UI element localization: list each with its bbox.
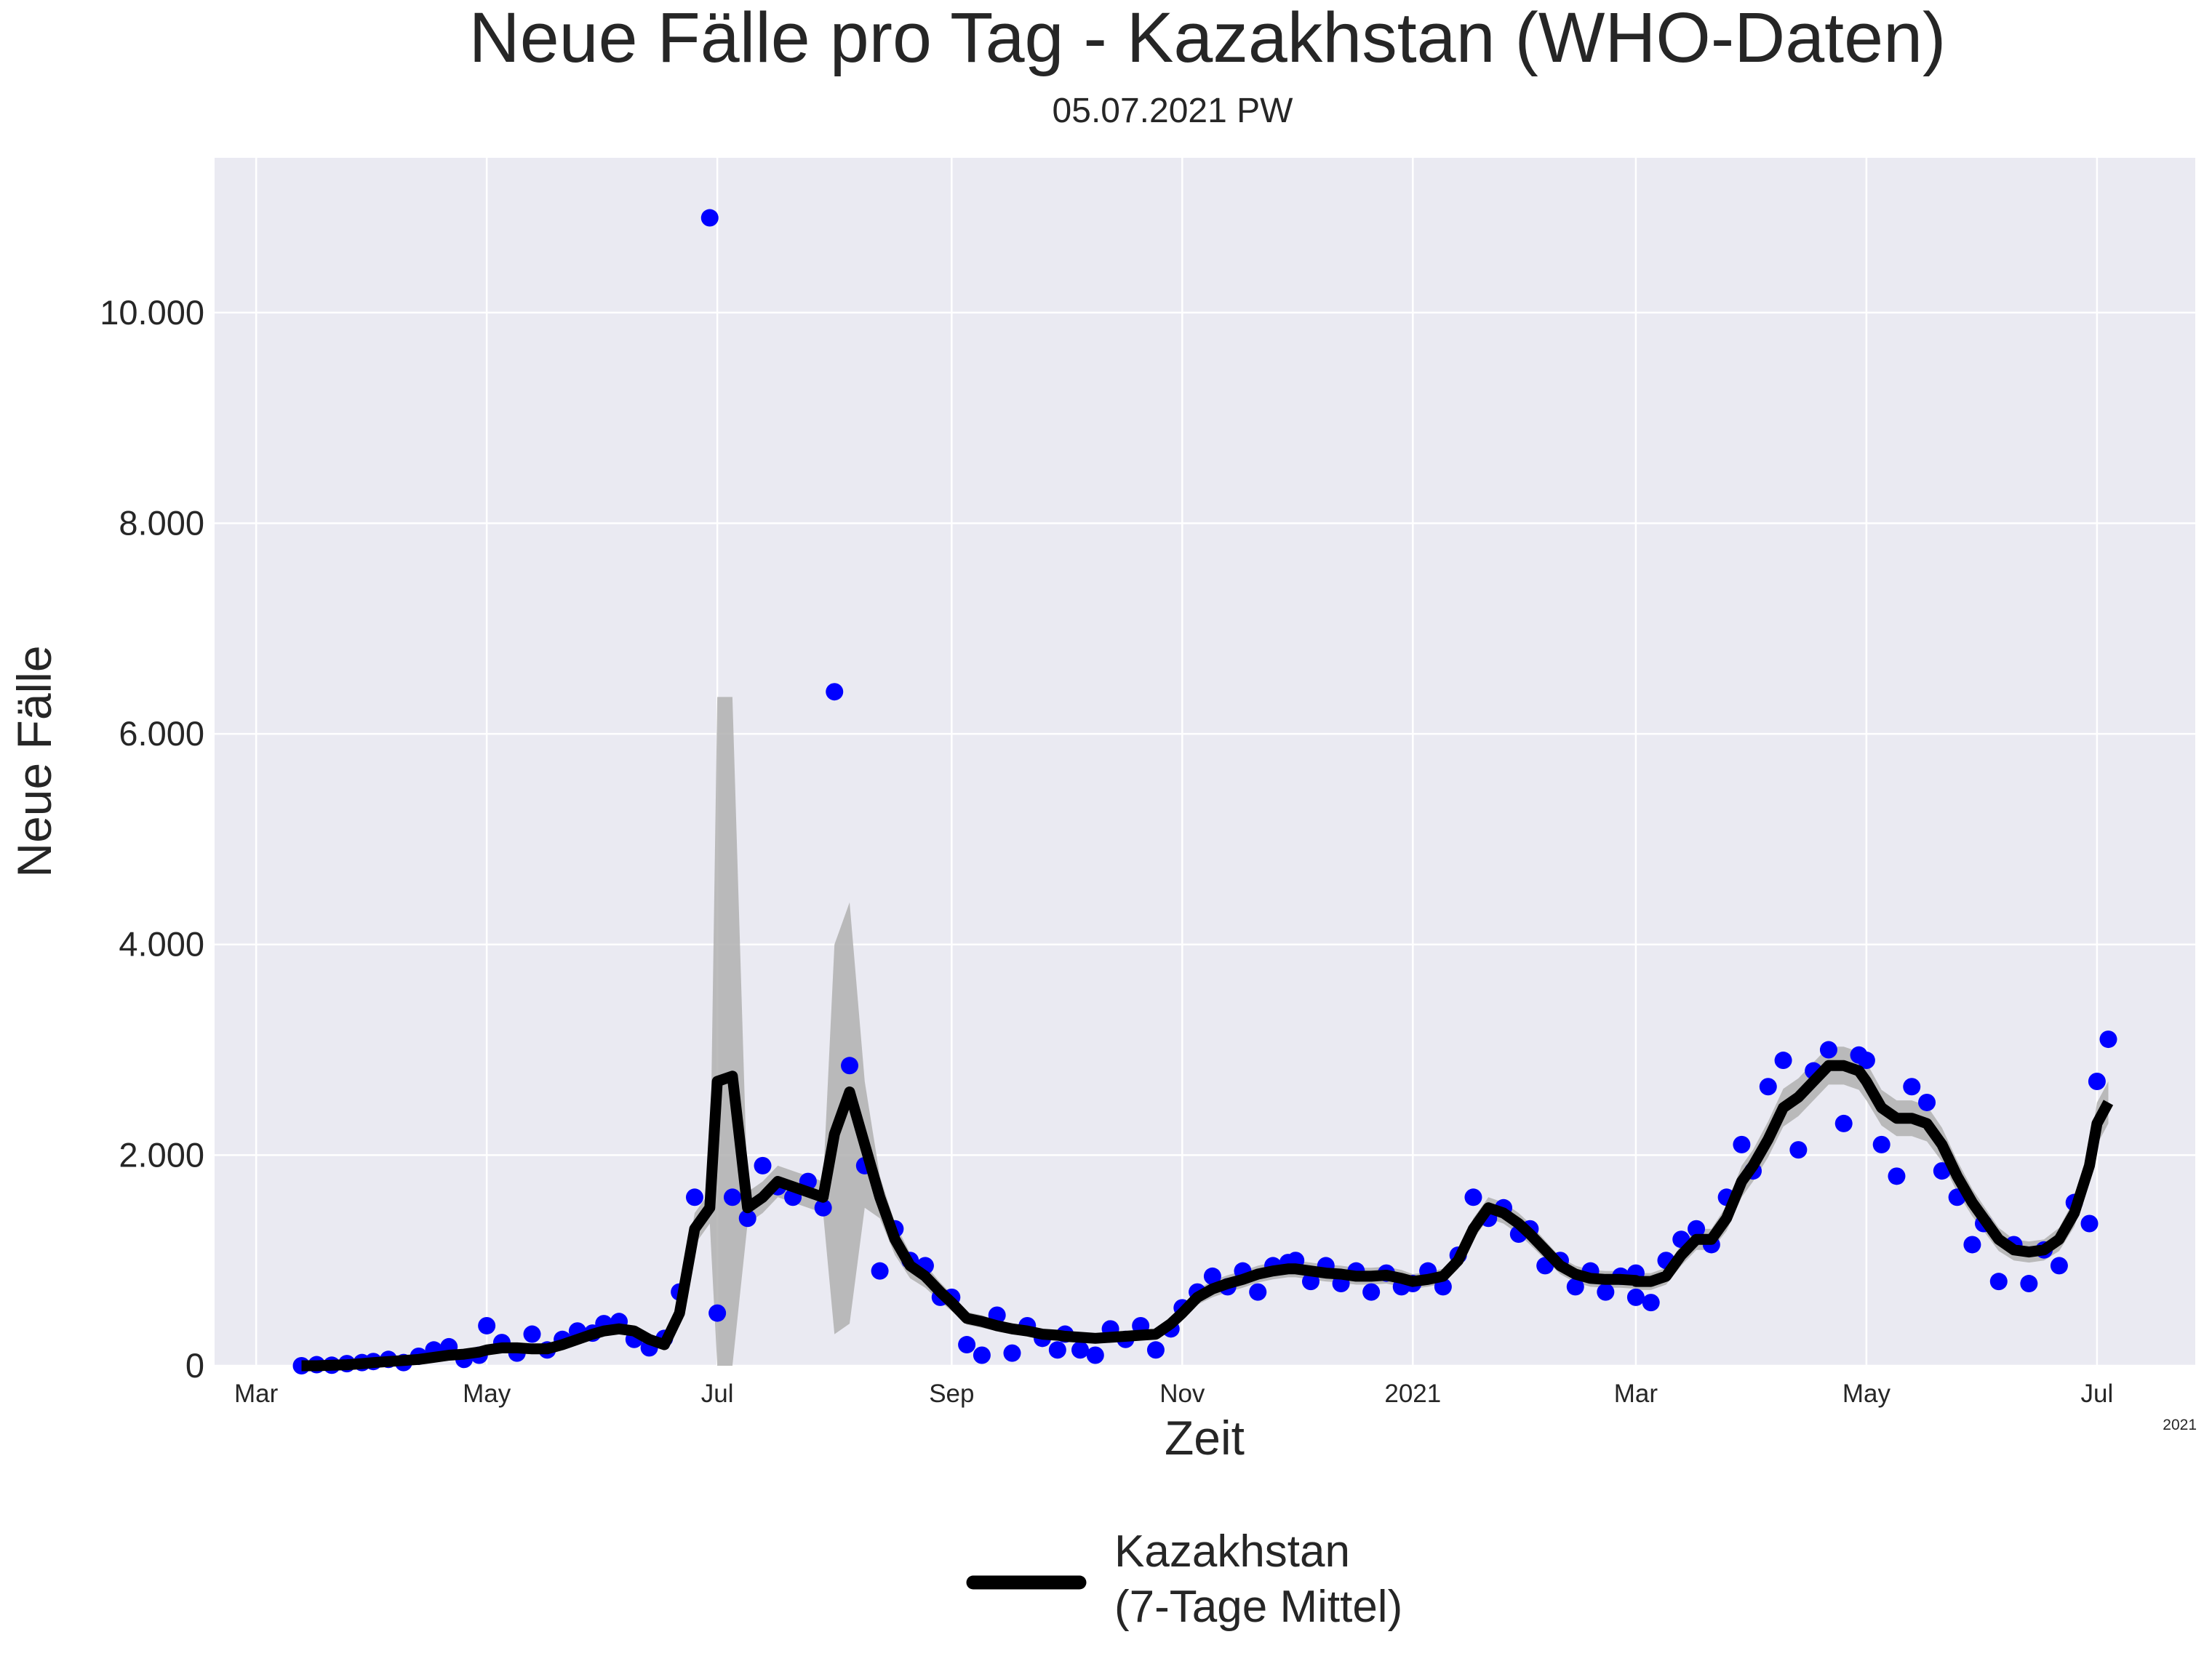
x-offset-label: 2021 <box>2163 1417 2197 1433</box>
data-point <box>1834 1114 1853 1132</box>
x-tick-label: Nov <box>1159 1380 1205 1408</box>
mean-line <box>301 1060 2114 1372</box>
data-point <box>1566 1278 1584 1296</box>
data-point <box>1963 1236 1981 1254</box>
data-point <box>754 1156 772 1174</box>
x-tick-label: Jul <box>701 1380 734 1408</box>
data-point <box>814 1198 832 1217</box>
chart-subtitle: 05.07.2021 PW <box>1053 92 1294 130</box>
data-point <box>1774 1052 1792 1070</box>
data-point <box>723 1188 741 1206</box>
y-tick-label: 4.000 <box>119 925 204 964</box>
data-point <box>2050 1257 2068 1275</box>
data-point <box>685 1188 703 1206</box>
x-tick-label: May <box>463 1380 511 1408</box>
data-point <box>1688 1220 1706 1238</box>
data-point <box>1872 1135 1890 1153</box>
data-point <box>1989 1273 2008 1291</box>
data-point <box>2088 1073 2106 1091</box>
data-point <box>1933 1162 1951 1180</box>
data-point <box>1903 1078 1921 1096</box>
data-point <box>1857 1052 1875 1070</box>
y-tick-label: 6.000 <box>119 714 204 753</box>
data-point <box>1048 1341 1066 1359</box>
y-tick-label: 0 <box>185 1346 204 1385</box>
data-point <box>1819 1041 1837 1059</box>
y-tick-label: 2.000 <box>119 1135 204 1174</box>
plot-area <box>215 158 2195 1366</box>
x-tick-label: 2021 <box>1384 1380 1441 1408</box>
data-point <box>826 683 844 701</box>
data-point <box>700 209 719 227</box>
x-tick-label: Mar <box>1614 1380 1658 1408</box>
y-tick-label: 10.000 <box>100 293 204 332</box>
data-point <box>2020 1275 2038 1293</box>
data-point <box>523 1325 541 1343</box>
data-point <box>2080 1214 2099 1233</box>
data-point <box>1789 1141 1808 1159</box>
x-tick-label: May <box>1842 1380 1891 1408</box>
legend-label: Kazakhstan (7-Tage Mittel) <box>1114 1526 1403 1632</box>
data-point <box>1003 1344 1021 1362</box>
data-point <box>478 1316 496 1334</box>
data-point <box>1733 1135 1751 1153</box>
data-point <box>1249 1283 1267 1301</box>
data-point <box>1146 1341 1165 1359</box>
data-point <box>1597 1283 1615 1301</box>
data-point <box>1642 1294 1660 1312</box>
data-point <box>973 1346 991 1364</box>
data-point <box>738 1209 756 1228</box>
x-tick-label: Mar <box>234 1380 279 1408</box>
chart-title: Neue Fälle pro Tag - Kazakhstan (WHO-Dat… <box>469 0 1947 77</box>
data-point <box>1362 1283 1381 1301</box>
plot <box>215 158 2195 1374</box>
data-point <box>1203 1267 1221 1285</box>
data-point <box>841 1057 859 1075</box>
data-point <box>958 1336 976 1354</box>
data-point <box>1071 1341 1090 1359</box>
data-point <box>2099 1030 2117 1049</box>
data-point <box>708 1304 727 1322</box>
x-tick-label: Jul <box>2081 1380 2114 1408</box>
data-point <box>1918 1093 1936 1111</box>
x-tick-label: Sep <box>929 1380 974 1408</box>
y-axis-label: Neue Fälle <box>7 645 61 877</box>
y-tick-label: 8.000 <box>119 503 204 542</box>
data-point <box>871 1262 889 1280</box>
data-point <box>1759 1078 1777 1096</box>
data-point <box>1086 1346 1104 1364</box>
data-point <box>1888 1167 1906 1185</box>
data-point <box>1626 1288 1645 1306</box>
x-axis-label: Zeit <box>1165 1411 1245 1465</box>
data-point <box>1464 1188 1482 1206</box>
data-point <box>1302 1273 1320 1291</box>
